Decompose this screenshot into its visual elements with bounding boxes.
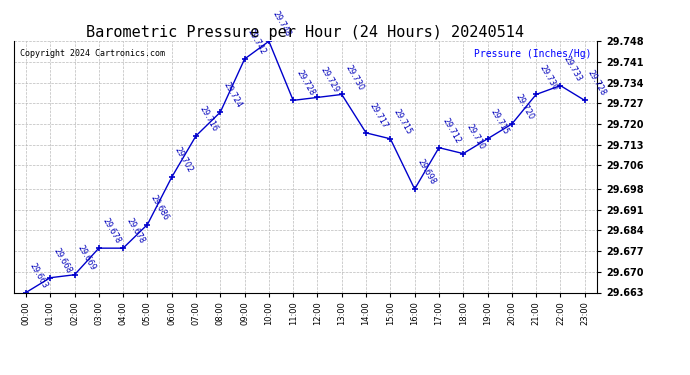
Text: 29.729: 29.729 xyxy=(319,66,341,94)
Text: 29.715: 29.715 xyxy=(489,107,511,136)
Text: 29.710: 29.710 xyxy=(464,122,486,151)
Text: 29.717: 29.717 xyxy=(368,101,389,130)
Text: 29.724: 29.724 xyxy=(221,81,244,110)
Text: 29.720: 29.720 xyxy=(513,93,535,121)
Text: 29.698: 29.698 xyxy=(416,158,437,186)
Text: 29.716: 29.716 xyxy=(197,104,219,133)
Text: 29.669: 29.669 xyxy=(76,243,98,272)
Text: 29.715: 29.715 xyxy=(392,107,413,136)
Text: 29.728: 29.728 xyxy=(586,69,608,98)
Title: Barometric Pressure per Hour (24 Hours) 20240514: Barometric Pressure per Hour (24 Hours) … xyxy=(86,25,524,40)
Text: 29.668: 29.668 xyxy=(52,246,73,275)
Text: 29.728: 29.728 xyxy=(295,69,316,98)
Text: 29.678: 29.678 xyxy=(100,217,122,245)
Text: 29.702: 29.702 xyxy=(173,146,195,174)
Text: 29.730: 29.730 xyxy=(538,63,559,92)
Text: 29.686: 29.686 xyxy=(149,193,170,222)
Text: 29.663: 29.663 xyxy=(28,261,49,290)
Text: Pressure (Inches/Hg): Pressure (Inches/Hg) xyxy=(473,49,591,59)
Text: 29.730: 29.730 xyxy=(343,63,365,92)
Text: 29.748: 29.748 xyxy=(270,10,292,39)
Text: 29.742: 29.742 xyxy=(246,27,268,56)
Text: 29.678: 29.678 xyxy=(124,217,146,245)
Text: 29.712: 29.712 xyxy=(440,116,462,145)
Text: 29.733: 29.733 xyxy=(562,54,584,83)
Text: Copyright 2024 Cartronics.com: Copyright 2024 Cartronics.com xyxy=(19,49,165,58)
